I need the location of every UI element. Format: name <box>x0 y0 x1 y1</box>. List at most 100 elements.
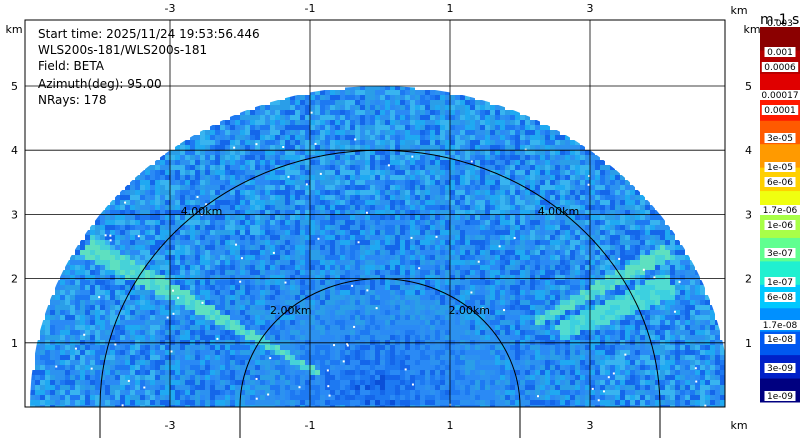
heat-cell <box>660 260 665 265</box>
heat-cell <box>205 260 210 265</box>
heat-cell <box>590 290 595 295</box>
heat-cell <box>315 305 320 310</box>
heat-cell <box>385 255 390 260</box>
heat-cell <box>115 275 120 280</box>
heat-cell <box>320 325 325 330</box>
heat-cell <box>300 255 305 260</box>
heat-cell <box>540 200 545 205</box>
heat-cell <box>420 235 425 240</box>
heat-cell <box>565 285 570 290</box>
heat-cell <box>595 240 600 245</box>
heat-cell <box>325 95 330 100</box>
heat-cell <box>345 145 350 150</box>
heat-cell <box>685 255 690 260</box>
heat-cell <box>490 175 495 180</box>
heat-cell <box>475 255 480 260</box>
heat-cell <box>470 125 475 130</box>
heat-cell <box>660 310 665 315</box>
heat-cell <box>325 90 330 95</box>
heat-cell <box>275 120 280 125</box>
heat-cell <box>620 215 625 220</box>
heat-cell <box>525 150 530 155</box>
heat-cell <box>660 300 665 305</box>
heat-cell <box>55 320 60 325</box>
heat-cell <box>205 295 210 300</box>
heat-cell <box>405 220 410 225</box>
heat-cell <box>445 245 450 250</box>
heat-cell <box>520 295 525 300</box>
heat-cell <box>240 185 245 190</box>
heat-cell <box>255 170 260 175</box>
heat-cell <box>390 150 395 155</box>
heat-cell <box>645 235 650 240</box>
heat-cell <box>100 250 105 255</box>
heat-cell <box>235 325 240 330</box>
heat-cell <box>300 280 305 285</box>
heat-cell <box>370 160 375 165</box>
heat-cell <box>175 240 180 245</box>
heat-cell <box>405 165 410 170</box>
heat-cell <box>445 90 450 95</box>
heat-cell <box>390 200 395 205</box>
heat-cell <box>95 215 100 220</box>
heat-cell <box>205 315 210 320</box>
heat-cell <box>560 160 565 165</box>
heat-cell <box>545 315 550 320</box>
heat-cell <box>560 295 565 300</box>
heat-cell <box>210 220 215 225</box>
heat-cell <box>605 260 610 265</box>
heat-cell <box>610 310 615 315</box>
heat-cell <box>380 150 385 155</box>
heat-cell <box>475 220 480 225</box>
heat-cell <box>635 305 640 310</box>
heat-cell <box>610 185 615 190</box>
heat-cell <box>320 190 325 195</box>
heat-cell <box>135 180 140 185</box>
heat-cell <box>95 230 100 235</box>
heat-cell <box>150 240 155 245</box>
heat-cell <box>345 250 350 255</box>
heat-cell <box>195 220 200 225</box>
heat-cell <box>165 200 170 205</box>
heat-cell <box>380 120 385 125</box>
heat-cell <box>185 195 190 200</box>
heat-cell <box>575 285 580 290</box>
heat-cell <box>415 155 420 160</box>
heat-cell <box>685 275 690 280</box>
heat-cell <box>600 210 605 215</box>
heat-cell <box>635 290 640 295</box>
heat-cell <box>500 270 505 275</box>
heat-cell <box>190 240 195 245</box>
heat-cell <box>190 145 195 150</box>
heat-cell <box>370 120 375 125</box>
heat-cell <box>215 325 220 330</box>
heat-cell <box>165 255 170 260</box>
heat-cell <box>225 230 230 235</box>
heat-cell <box>285 140 290 145</box>
heat-cell <box>600 280 605 285</box>
heat-cell <box>200 200 205 205</box>
heat-cell <box>305 265 310 270</box>
heat-cell <box>285 150 290 155</box>
heat-cell <box>650 300 655 305</box>
heat-cell <box>410 180 415 185</box>
heat-cell <box>545 300 550 305</box>
heat-cell <box>295 210 300 215</box>
heat-cell <box>515 175 520 180</box>
heat-cell <box>460 110 465 115</box>
heat-cell <box>280 215 285 220</box>
heat-cell <box>630 220 635 225</box>
heat-cell <box>450 250 455 255</box>
heat-cell <box>535 245 540 250</box>
heat-cell <box>600 285 605 290</box>
heat-cell <box>240 260 245 265</box>
heat-cell <box>100 240 105 245</box>
heat-cell <box>85 320 90 325</box>
heat-cell <box>520 120 525 125</box>
heat-cell <box>625 225 630 230</box>
heat-cell <box>125 250 130 255</box>
heat-cell <box>650 250 655 255</box>
heat-cell <box>580 300 585 305</box>
heat-cell <box>270 300 275 305</box>
heat-cell <box>110 315 115 320</box>
